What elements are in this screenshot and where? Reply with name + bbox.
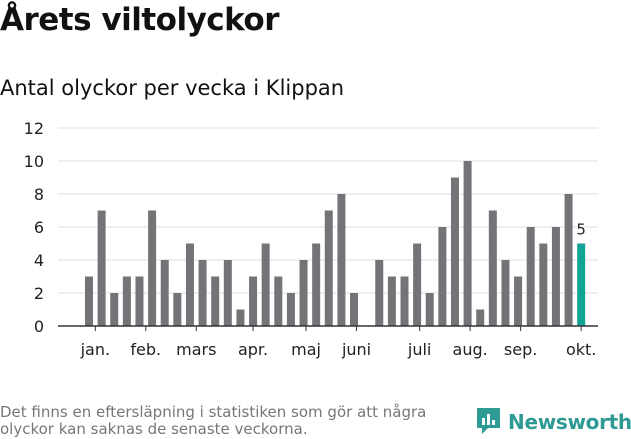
bar[interactable] <box>122 276 131 327</box>
x-tick-label: sep. <box>504 340 537 359</box>
x-tick-label: maj <box>291 340 321 359</box>
bar[interactable] <box>299 260 308 326</box>
bar[interactable] <box>450 177 459 327</box>
footnote: Det finns en eftersläpning i statistiken… <box>0 403 427 438</box>
bar[interactable] <box>425 293 434 326</box>
x-tick-label: juli <box>407 340 431 359</box>
y-tick-label: 4 <box>34 251 44 270</box>
bar[interactable] <box>160 260 169 326</box>
bar[interactable] <box>551 227 560 326</box>
bar[interactable] <box>198 260 207 326</box>
brand-name: Newsworthy <box>508 409 631 434</box>
bar[interactable] <box>185 243 194 327</box>
bar[interactable] <box>97 210 106 327</box>
bar[interactable] <box>249 276 258 327</box>
bar[interactable] <box>173 293 182 326</box>
bar[interactable] <box>488 210 497 327</box>
x-tick-label: feb. <box>130 340 161 359</box>
x-tick-label: mars <box>176 340 216 359</box>
bar[interactable] <box>236 309 245 327</box>
chart-title: Årets viltolyckor <box>0 2 280 38</box>
bar[interactable] <box>438 227 447 326</box>
bar[interactable] <box>375 260 384 326</box>
bar[interactable] <box>148 210 157 327</box>
bar[interactable] <box>539 243 548 327</box>
bar[interactable] <box>400 276 409 327</box>
bar[interactable] <box>514 276 523 327</box>
bar[interactable] <box>350 293 359 326</box>
brand-logo[interactable]: Newsworthy <box>476 407 631 436</box>
bar[interactable] <box>337 194 346 326</box>
bar[interactable] <box>501 260 510 326</box>
newsworthy-logo-icon <box>477 408 500 434</box>
bar[interactable] <box>211 276 220 327</box>
x-tick-label: aug. <box>453 340 488 359</box>
x-tick-label: jan. <box>80 340 110 359</box>
bar[interactable] <box>85 276 93 327</box>
bar[interactable] <box>413 243 422 327</box>
y-tick-label: 2 <box>34 284 44 303</box>
y-tick-label: 6 <box>34 218 44 237</box>
bar[interactable] <box>526 227 535 326</box>
bar[interactable] <box>286 293 295 326</box>
y-tick-label: 12 <box>24 119 44 138</box>
bar[interactable] <box>274 276 283 327</box>
chart-subtitle: Antal olyckor per vecka i Klippan <box>0 76 345 100</box>
bar[interactable] <box>387 276 396 327</box>
data-label: 5 <box>576 221 586 239</box>
bar[interactable] <box>312 243 321 327</box>
bar[interactable] <box>135 276 144 327</box>
x-tick-label: apr. <box>238 340 268 359</box>
bar[interactable] <box>110 293 119 326</box>
bar-chart: 0 2 4 6 8 10 12 5 jan. feb. mars apr. maj juni juli aug… <box>24 119 598 359</box>
x-tick-label: okt. <box>566 340 596 359</box>
x-tick-label: juni <box>341 340 371 359</box>
bar[interactable] <box>476 309 485 327</box>
y-tick-label: 8 <box>34 185 44 204</box>
bar[interactable] <box>463 161 472 326</box>
bar[interactable] <box>564 194 573 326</box>
y-tick-label: 0 <box>34 317 44 336</box>
bar-highlight[interactable] <box>577 243 586 327</box>
bar[interactable] <box>324 210 333 327</box>
bar[interactable] <box>261 243 270 327</box>
bar[interactable] <box>223 260 232 326</box>
y-tick-label: 10 <box>24 152 44 171</box>
